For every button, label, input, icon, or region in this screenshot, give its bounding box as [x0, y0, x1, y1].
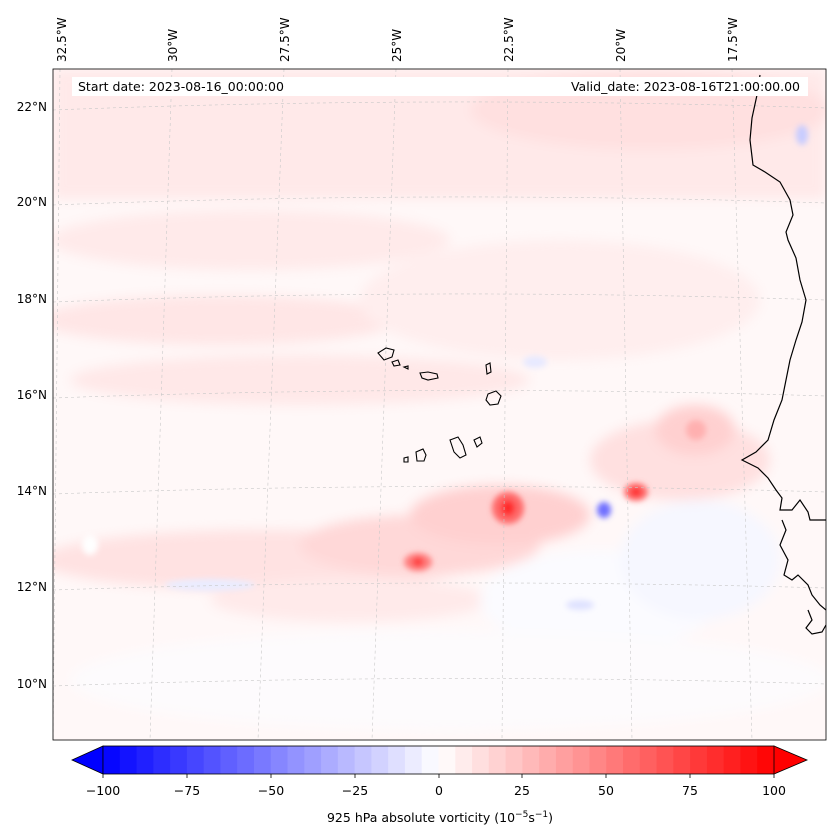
colorbar-step [522, 746, 540, 774]
lat-label: 14°N [17, 484, 47, 498]
start-date-label: Start date: 2023-08-16_00:00:00 [78, 79, 284, 94]
colorbar-max-extend [773, 745, 809, 775]
colorbar-step [119, 746, 138, 774]
colorbar-step [555, 746, 574, 774]
header-band [72, 77, 808, 96]
map-panel [53, 69, 826, 740]
colorbar-tick-label: 0 [435, 783, 443, 798]
cape-verde-islands [377, 347, 502, 463]
lon-label: 30°W [166, 29, 180, 62]
lat-label: 12°N [17, 580, 47, 594]
colorbar-step [103, 746, 121, 774]
latitude-labels: 22°N 20°N 18°N 16°N 14°N 12°N 10°N [17, 100, 47, 691]
colorbar-step [488, 746, 507, 774]
colorbar: −100 −75 −50 −25 0 25 50 75 100 925 hPa … [71, 745, 809, 825]
lat-label: 22°N [17, 100, 47, 114]
colorbar-step [539, 746, 557, 774]
colorbar-tick-label: 50 [598, 783, 614, 798]
colorbar-step [421, 746, 440, 774]
colorbar-step [623, 746, 641, 774]
lat-label: 20°N [17, 195, 47, 209]
map-frame [52, 68, 827, 741]
colorbar-step [287, 746, 305, 774]
colorbar-step [706, 746, 725, 774]
colorbar-step [321, 746, 339, 774]
colorbar-step [505, 746, 523, 774]
colorbar-step [656, 746, 674, 774]
colorbar-step [690, 746, 708, 774]
colorbar-step [572, 746, 591, 774]
colorbar-step [186, 746, 205, 774]
valid-date-label: Valid_date: 2023-08-16T21:00:00.00 [571, 79, 800, 94]
colorbar-step [203, 746, 222, 774]
lat-label: 10°N [17, 677, 47, 691]
colorbar-step [639, 746, 658, 774]
colorbar-ticks [102, 774, 775, 778]
colorbar-step [136, 746, 154, 774]
colorbar-step [237, 746, 255, 774]
coastline-africa [740, 74, 826, 635]
colorbar-step [388, 746, 406, 774]
lon-label: 20°W [614, 29, 628, 62]
colorbar-step [354, 746, 373, 774]
colorbar-label: 925 hPa absolute vorticity (10−5s−1) [327, 810, 553, 825]
colorbar-step [589, 746, 607, 774]
colorbar-tick-label: −25 [342, 783, 368, 798]
colorbar-step [740, 746, 758, 774]
colorbar-step [170, 746, 188, 774]
colorbar-frame [102, 745, 775, 775]
colorbar-min-extend [71, 745, 104, 775]
lat-label: 16°N [17, 388, 47, 402]
lon-label: 32.5°W [55, 17, 69, 62]
colorbar-step [270, 746, 289, 774]
colorbar-step [757, 746, 775, 774]
colorbar-step [606, 746, 624, 774]
colorbar-step [153, 746, 171, 774]
vorticity-maxima [82, 125, 808, 610]
colorbar-step [472, 746, 490, 774]
colorbar-step [404, 746, 423, 774]
colorbar-step [455, 746, 473, 774]
lon-label: 27.5°W [278, 17, 292, 62]
colorbar-step [304, 746, 322, 774]
colorbar-step [438, 746, 456, 774]
colorbar-step [220, 746, 238, 774]
colorbar-tick-label: 100 [762, 783, 786, 798]
colorbar-step [253, 746, 272, 774]
lon-label: 25°W [390, 29, 404, 62]
colorbar-tick-label: −50 [258, 783, 284, 798]
longitude-labels: 32.5°W 30°W 27.5°W 25°W 22.5°W 20°W 17.5… [55, 17, 740, 62]
colorbar-step [371, 746, 389, 774]
lon-label: 17.5°W [726, 17, 740, 62]
colorbar-tick-label: −75 [174, 783, 200, 798]
colorbar-tick-label: 75 [682, 783, 698, 798]
colorbar-tick-label: −100 [86, 783, 120, 798]
colorbar-steps [103, 746, 775, 774]
graticule [53, 69, 826, 740]
colorbar-step [723, 746, 742, 774]
lon-label: 22.5°W [502, 17, 516, 62]
colorbar-step [673, 746, 691, 774]
colorbar-tick-label: 25 [514, 783, 530, 798]
lat-label: 18°N [17, 292, 47, 306]
colorbar-step [337, 746, 356, 774]
